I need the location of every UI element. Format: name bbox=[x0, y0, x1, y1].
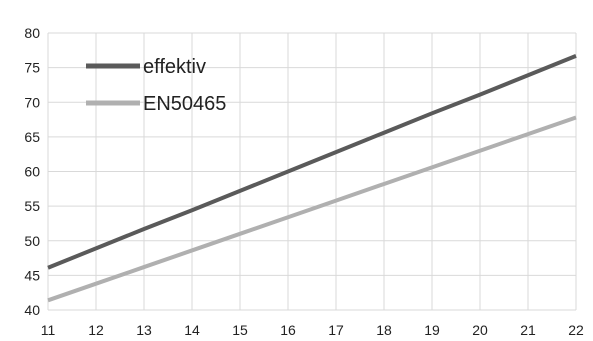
legend-label-effektiv: effektiv bbox=[143, 56, 206, 78]
y-tick-label: 55 bbox=[24, 198, 40, 214]
y-tick-label: 80 bbox=[24, 25, 40, 41]
y-tick-label: 70 bbox=[24, 94, 40, 110]
x-tick-label: 13 bbox=[136, 322, 152, 338]
y-tick-label: 50 bbox=[24, 233, 40, 249]
x-tick-label: 14 bbox=[184, 322, 200, 338]
series-layer bbox=[47, 53, 577, 303]
y-tick-label: 60 bbox=[24, 164, 40, 180]
y-tick-label: 75 bbox=[24, 60, 40, 76]
x-tick-label: 18 bbox=[376, 322, 392, 338]
x-tick-label: 19 bbox=[424, 322, 440, 338]
x-tick-label: 17 bbox=[328, 322, 344, 338]
axis-labels-layer: 11 12 13 14 15 16 17 18 19 20 21 22 40 45 50 55 60 65 70 75… bbox=[24, 25, 584, 338]
grid-layer bbox=[47, 32, 577, 311]
legend: effektiv EN50465 bbox=[86, 56, 226, 115]
series-line-effektiv bbox=[47, 53, 577, 270]
x-tick-label: 20 bbox=[472, 322, 488, 338]
x-tick-label: 12 bbox=[88, 322, 104, 338]
x-tick-label: 21 bbox=[520, 322, 536, 338]
x-tick-label: 15 bbox=[232, 322, 248, 338]
y-tick-label: 40 bbox=[24, 302, 40, 318]
x-tick-label: 22 bbox=[568, 322, 584, 338]
x-tick-label: 11 bbox=[41, 322, 56, 338]
x-tick-label: 16 bbox=[280, 322, 296, 338]
legend-label-en50465: EN50465 bbox=[143, 93, 226, 115]
series-line-en50465 bbox=[47, 115, 577, 303]
y-tick-label: 45 bbox=[24, 267, 40, 283]
y-tick-label: 65 bbox=[24, 129, 40, 145]
